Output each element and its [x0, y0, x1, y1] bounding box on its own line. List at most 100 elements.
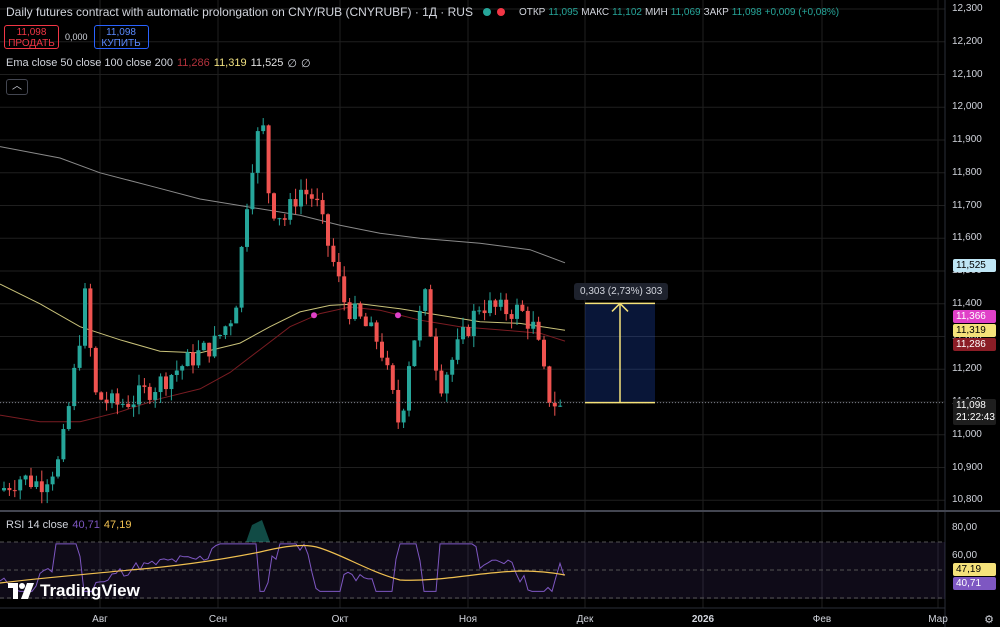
flag-icon[interactable] [496, 8, 505, 16]
rsi-ma-badge: 47,19 [953, 563, 996, 576]
candle-body [142, 385, 147, 387]
candle-body [542, 339, 546, 367]
candle-body [515, 304, 519, 319]
candle-body [104, 399, 109, 404]
rsi-value: 40,71 [72, 519, 100, 531]
market-status-icon [482, 8, 491, 16]
candle-body [390, 365, 395, 390]
candle-body [407, 366, 411, 411]
time-axis-label: Ноя [458, 614, 478, 625]
time-axis-label: Дек [576, 614, 594, 625]
candle-body [23, 475, 28, 480]
gear-icon[interactable]: ⚙ [984, 614, 994, 626]
ema-empty-value: ∅ [301, 58, 311, 70]
candle-body [299, 189, 303, 207]
candle-body [504, 299, 509, 315]
candle-body [185, 352, 190, 367]
candle-body [66, 406, 71, 430]
candle-body [509, 314, 514, 319]
candle-body [83, 288, 87, 346]
candle-body [450, 359, 455, 375]
candle-body [266, 125, 271, 194]
candle-body [342, 276, 347, 303]
candle-body [50, 476, 55, 485]
candle-body [536, 321, 541, 340]
tradingview-logo: TradingView [8, 581, 140, 601]
ema-100-value: 11,319 [213, 57, 247, 69]
price-axis-label: 11,200 [952, 363, 982, 375]
candle-body [72, 367, 77, 407]
price-axis-label: 11,700 [952, 199, 982, 211]
ema100-badge: 11,319 [953, 324, 996, 337]
candle-body [250, 172, 255, 210]
rsi-overbought-fill [246, 520, 270, 542]
price-axis-label: 11,600 [952, 232, 982, 244]
tradingview-logo-icon [8, 583, 34, 599]
collapse-legend-button[interactable]: ︿ [6, 79, 28, 95]
candle-body [309, 194, 314, 199]
buy-button[interactable]: 11,098 КУПИТЬ [93, 25, 149, 49]
candle-body [29, 475, 33, 488]
spread-value: 0,000 [65, 32, 88, 42]
candle-body [212, 335, 217, 357]
candle-body [482, 310, 487, 314]
candle-body [18, 479, 23, 491]
rsi-legend[interactable]: RSI 14 close 40,71 47,19 [6, 519, 131, 531]
last-price-badge: 11,098 21:22:43 [953, 399, 996, 425]
candle-body [552, 402, 557, 407]
candle-body [277, 218, 282, 220]
sell-button[interactable]: 11,098 ПРОДАТЬ [4, 25, 59, 49]
ema50-marker-badge: 11,366 [953, 310, 996, 323]
candle-body [218, 334, 222, 336]
candle-body [304, 189, 309, 195]
candle-body [272, 193, 276, 219]
measure-arrow-head [611, 302, 629, 312]
candle-body [261, 125, 266, 132]
candle-body [234, 307, 239, 324]
candle-body [115, 393, 120, 405]
candle-body [547, 366, 552, 403]
ema-50-value: 11,286 [176, 57, 210, 69]
candle-body [520, 304, 525, 311]
candle-body [471, 310, 476, 337]
candle-body [223, 326, 228, 335]
candle-body [493, 300, 498, 307]
price-axis-label: 12,200 [952, 35, 983, 47]
rsi-line [0, 543, 565, 593]
candle-body [331, 245, 336, 262]
chart-header: Daily futures contract with automatic pr… [6, 4, 839, 20]
candle-body [477, 310, 482, 312]
candle-body [428, 289, 433, 337]
candle-body [385, 357, 390, 366]
ema-200-line [0, 146, 566, 264]
ema-empty-value: ∅ [287, 58, 298, 70]
candle-body [358, 303, 363, 317]
candle-body [363, 316, 368, 327]
ema-100-line [0, 283, 566, 354]
candle-body [531, 321, 536, 329]
candle-body [153, 392, 158, 400]
price-axis-label: 11,800 [952, 166, 982, 178]
ema-legend[interactable]: Ema close 50 close 100 close 200 11,286 … [6, 57, 311, 70]
candle-body [369, 322, 374, 327]
tradingview-logo-text: TradingView [40, 581, 140, 600]
candle-body [191, 352, 195, 366]
candle-body [444, 374, 449, 394]
candle-body [110, 393, 114, 404]
candle-body [525, 310, 530, 329]
candle-body [126, 403, 131, 407]
candle-body [396, 389, 401, 423]
time-axis-label: Авг [92, 614, 108, 625]
ema-200-value: 11,525 [250, 57, 284, 69]
candle-body [417, 310, 422, 341]
time-axis-label: Мар [928, 614, 948, 625]
price-axis-label: 11,400 [952, 297, 982, 309]
candle-body [120, 403, 125, 405]
ohlc-values: ОТКР 11,095 МАКС 11,102 МИН 11,069 ЗАКР 11,0… [518, 6, 840, 18]
time-axis-label: Сен [208, 614, 228, 625]
candle-body [255, 131, 260, 173]
candle-body [434, 336, 438, 371]
symbol-title[interactable]: Daily futures contract with automatic pr… [6, 5, 473, 19]
candle-body [158, 376, 163, 393]
